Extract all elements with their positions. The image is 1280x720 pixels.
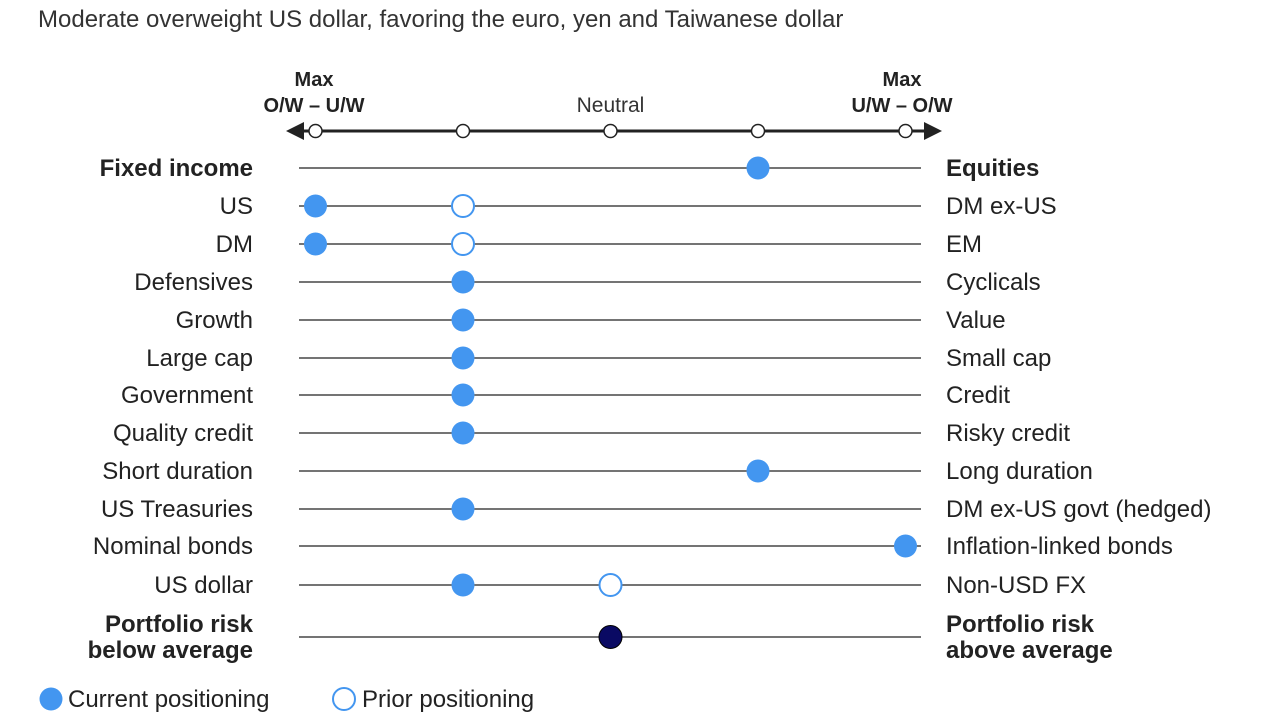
row-right-label-9-line: DM ex-US govt (hedged) (946, 496, 1211, 523)
row-right-label-5-line: Small cap (946, 345, 1051, 372)
row-left-label-7: Quality credit (113, 420, 253, 447)
row-right-label-2: EM (946, 231, 982, 258)
row-right-label-4: Value (946, 307, 1006, 334)
scale-arrow-left (286, 122, 304, 140)
prior-marker-2 (451, 232, 475, 256)
row-left-label-12-line: Portfolio risk (105, 611, 254, 638)
current-marker-3 (451, 270, 475, 294)
legend-current-marker (39, 687, 63, 711)
scale-left-label-line: O/W – U/W (263, 95, 364, 117)
current-marker-11 (451, 573, 475, 597)
row-left-label-2-line: DM (216, 231, 253, 258)
current-marker-8 (746, 459, 770, 483)
row-right-label-8-line: Long duration (946, 458, 1093, 485)
row-right-label-11: Non-USD FX (946, 572, 1086, 599)
row-left-label-8: Short duration (102, 458, 253, 485)
row-right-label-12-line: above average (946, 637, 1113, 664)
row-left-label-11-line: US dollar (154, 572, 253, 599)
row-right-label-12-line: Portfolio risk (946, 611, 1095, 638)
scale-left-label-line: Max (295, 69, 334, 91)
chart-subtitle: Moderate overweight US dollar, favoring … (38, 6, 844, 33)
scale-right-label: Max U/W – O/W (851, 69, 952, 117)
row-right-label-6-line: Credit (946, 382, 1010, 409)
row-right-label-5: Small cap (946, 345, 1051, 372)
row-right-label-0-line: Equities (946, 155, 1039, 182)
scale-tick-3 (750, 123, 766, 139)
row-left-label-12-line: below average (88, 637, 253, 664)
scale-tick-4 (898, 123, 913, 139)
row-left-label-11: US dollar (154, 572, 253, 599)
row-left-label-6-line: Government (121, 382, 253, 409)
row-left-label-0: Fixed income (100, 155, 253, 182)
row-right-label-3-line: Cyclicals (946, 269, 1041, 296)
legend-prior-label: Prior positioning (362, 686, 534, 713)
row-left-label-0-line: Fixed income (100, 155, 253, 182)
row-right-label-1-line: DM ex-US (946, 193, 1057, 220)
row-left-label-12: Portfolio risk below average (88, 611, 254, 664)
row-right-label-12: Portfolio risk above average (946, 611, 1113, 664)
current-marker-5 (451, 346, 475, 370)
scale-arrow-right (924, 122, 942, 140)
row-left-label-9-line: US Treasuries (101, 496, 253, 523)
current-marker-10 (894, 534, 917, 558)
row-right-label-7: Risky credit (946, 420, 1070, 447)
row-left-label-4-line: Growth (176, 307, 253, 334)
row-left-label-1: US (220, 193, 253, 220)
row-left-label-3: Defensives (134, 269, 253, 296)
row-right-label-9: DM ex-US govt (hedged) (946, 496, 1211, 523)
current-marker-9 (451, 497, 475, 521)
row-left-label-10: Nominal bonds (93, 533, 253, 560)
current-marker-4 (451, 308, 475, 332)
row-right-label-11-line: Non-USD FX (946, 572, 1086, 599)
prior-marker-1 (451, 194, 475, 218)
row-right-label-6: Credit (946, 382, 1010, 409)
row-right-label-4-line: Value (946, 307, 1006, 334)
scale-tick-1 (455, 123, 471, 139)
current-marker-6 (451, 383, 475, 407)
current-marker-12 (598, 625, 623, 649)
row-left-label-4: Growth (176, 307, 253, 334)
row-left-label-6: Government (121, 382, 253, 409)
scale-right-label-line: Max (883, 69, 922, 91)
row-left-label-9: US Treasuries (101, 496, 253, 523)
row-right-label-10-line: Inflation-linked bonds (946, 533, 1173, 560)
scale-tick-2 (603, 123, 618, 139)
scale-tick-0 (308, 123, 323, 139)
scale-center-label: Neutral (577, 94, 645, 117)
row-left-label-10-line: Nominal bonds (93, 533, 253, 560)
current-marker-0 (746, 156, 770, 180)
row-left-label-5-line: Large cap (146, 345, 253, 372)
scale-left-label: Max O/W – U/W (263, 69, 364, 117)
row-left-label-2: DM (216, 231, 253, 258)
row-right-label-7-line: Risky credit (946, 420, 1070, 447)
scale-right-label-line: U/W – O/W (851, 95, 952, 117)
row-left-label-3-line: Defensives (134, 269, 253, 296)
row-left-label-8-line: Short duration (102, 458, 253, 485)
row-right-label-3: Cyclicals (946, 269, 1041, 296)
row-right-label-10: Inflation-linked bonds (946, 533, 1173, 560)
current-marker-1 (304, 194, 327, 218)
legend-prior-marker (332, 687, 356, 711)
row-right-label-8: Long duration (946, 458, 1093, 485)
row-right-label-1: DM ex-US (946, 193, 1057, 220)
legend-current-label: Current positioning (68, 686, 269, 713)
row-left-label-5: Large cap (146, 345, 253, 372)
row-right-label-0: Equities (946, 155, 1039, 182)
row-right-label-2-line: EM (946, 231, 982, 258)
row-left-label-7-line: Quality credit (113, 420, 253, 447)
current-marker-7 (451, 421, 475, 445)
prior-marker-11 (598, 573, 623, 597)
row-left-label-1-line: US (220, 193, 253, 220)
current-marker-2 (304, 232, 327, 256)
